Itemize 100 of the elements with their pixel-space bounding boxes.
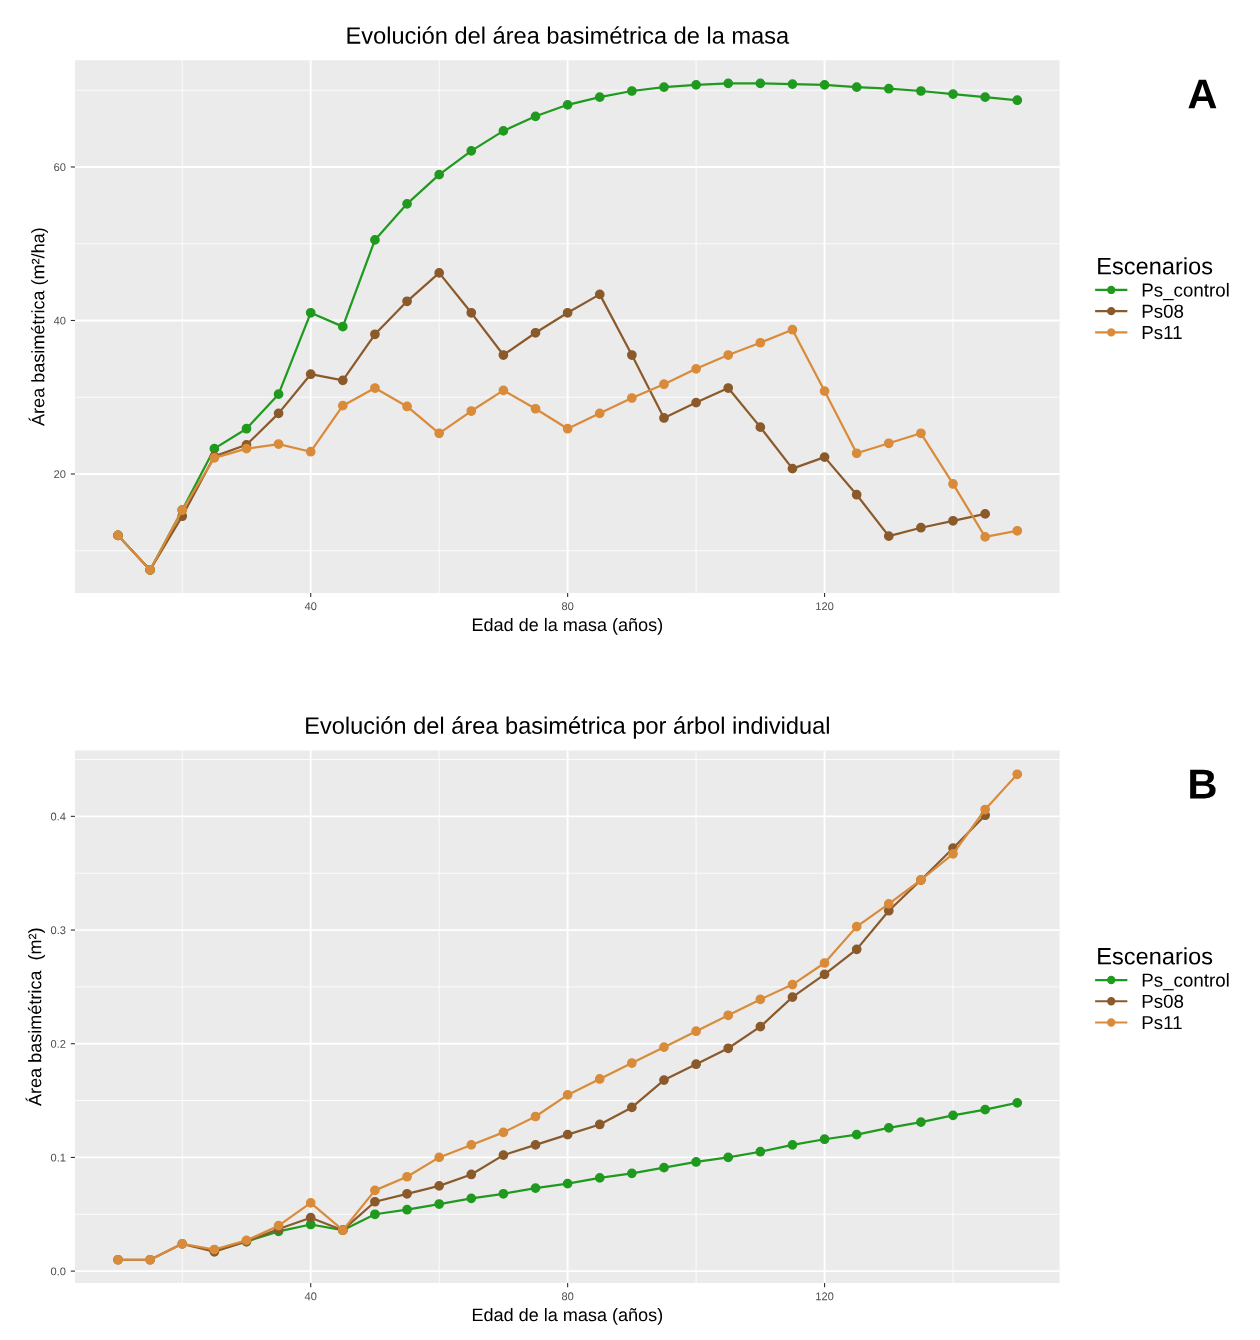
x-tick-label: 120 [816,602,834,611]
point [755,994,766,1005]
legend-title: Escenarios [1098,257,1213,275]
point [530,403,541,414]
point [916,522,926,533]
point [562,1178,573,1189]
point [787,992,798,1002]
point [1012,95,1023,106]
point [691,363,701,374]
point [1012,525,1023,536]
point [562,99,573,110]
point [562,1129,573,1140]
point [434,1180,445,1191]
y-tick-label: 0.0 [50,1267,66,1276]
point [787,1140,798,1150]
y-axis-title: Área basimétrica (m²) [25,928,45,1106]
y-tick-label: 20 [54,470,66,479]
point [434,169,445,180]
text: B [1190,769,1216,799]
point [787,463,798,474]
point [530,1183,541,1193]
point [305,1198,316,1208]
point [594,1119,605,1130]
y-tick-label: 0.1 [50,1153,66,1162]
legend-label: Ps08 [1142,304,1184,318]
point [659,413,669,423]
point [659,1162,669,1173]
point [594,92,605,103]
point [402,1171,412,1182]
point [980,92,991,103]
x-axis-title: Edad de la masa (años) [472,617,663,635]
point [530,327,541,338]
point [434,268,445,278]
point [498,1188,509,1199]
point [337,321,348,332]
point [337,375,348,386]
point [434,1199,445,1209]
point [916,86,926,96]
legend-label: Ps_control [1142,973,1229,991]
point [466,307,477,318]
point [851,944,862,955]
point [305,446,316,457]
point [819,958,830,968]
point [691,1026,701,1037]
point [980,532,991,542]
point [819,452,830,462]
y-tick-label: 40 [53,316,66,325]
point [787,79,798,89]
point [627,393,637,403]
point [691,397,701,408]
point [562,423,573,434]
point [498,126,509,136]
point [883,438,894,449]
point [883,899,894,909]
point [948,479,958,489]
point [948,1110,958,1121]
x-tick-label: 120 [816,1292,834,1301]
point [594,289,605,300]
point [594,1074,605,1084]
point [723,1043,734,1054]
legend-title: Escenarios [1098,947,1213,965]
point [948,515,958,526]
chart-title: Evolución del área basimétrica por árbol individual [306,716,829,739]
point [627,1102,637,1113]
point [819,969,830,980]
point [627,1168,637,1179]
point [883,1122,894,1133]
x-tick-label: 80 [561,602,574,611]
x-tick-label: 40 [304,602,317,611]
point [723,1152,734,1163]
point [530,1140,541,1150]
point [948,89,958,99]
legend-label: Ps11 [1142,1016,1182,1030]
point [916,1117,926,1128]
point [659,1042,669,1052]
point [659,379,669,390]
point [627,1058,637,1068]
point [851,82,862,93]
point [273,1220,284,1231]
text: A [1188,79,1217,109]
point [370,1196,380,1207]
point [755,337,766,348]
point [691,1059,701,1070]
point [241,443,252,454]
point [402,401,412,412]
chart-title: Evolución del área basimétrica de la masa [347,26,790,44]
point [594,408,605,419]
point [755,78,766,89]
point [402,296,412,307]
point [466,1193,477,1204]
point [370,1185,380,1196]
point [498,385,509,396]
point [659,1075,669,1085]
point [980,509,991,519]
point [755,1021,766,1032]
y-tick-label: 0.3 [50,926,66,935]
point [370,329,380,340]
point [370,1209,380,1220]
point [402,1204,412,1215]
point [562,307,573,318]
